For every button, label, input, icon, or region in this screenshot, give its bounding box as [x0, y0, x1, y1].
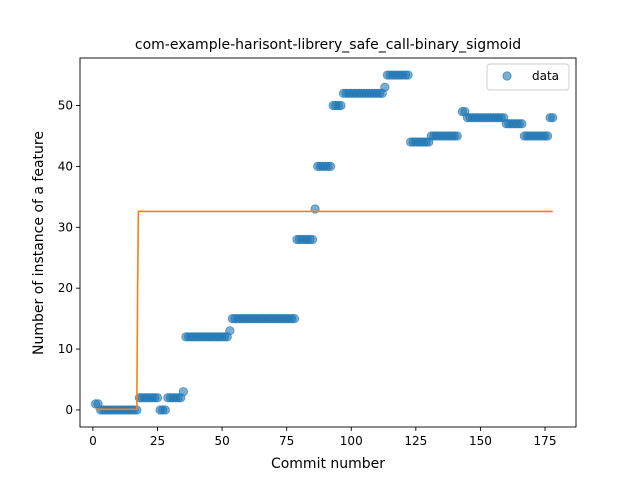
- data-point: [452, 131, 462, 141]
- data-point: [336, 100, 346, 111]
- x-axis-label: Commit number: [271, 456, 385, 472]
- x-tick-label: 50: [214, 434, 229, 448]
- y-tick-label: 20: [58, 281, 73, 295]
- x-axis: 0 25 50 75 100 125 150 175: [89, 427, 556, 448]
- legend: data: [486, 63, 570, 91]
- data-point: [380, 82, 390, 92]
- data-point: [325, 161, 336, 171]
- data-point: [178, 387, 188, 397]
- y-axis-label: Number of instance of a feature: [31, 131, 47, 355]
- data-point: [225, 326, 235, 336]
- x-tick-label: 150: [469, 434, 492, 448]
- data-point: [289, 314, 300, 324]
- y-axis: 0 10 20 30 40 50: [58, 98, 80, 417]
- y-tick-label: 10: [58, 342, 73, 356]
- data-point: [517, 119, 527, 129]
- data-point: [160, 405, 170, 415]
- y-tick-label: 0: [65, 403, 73, 417]
- y-tick-label: 40: [58, 159, 73, 173]
- chart-title: com-example-harisont-librery_safe_call-b…: [135, 37, 521, 53]
- legend-box: [486, 63, 570, 91]
- data-point: [307, 234, 318, 245]
- plot-frame: [79, 57, 577, 428]
- plot-area: [79, 57, 577, 428]
- data-point: [403, 70, 413, 80]
- x-tick-label: 75: [279, 434, 294, 448]
- x-tick-label: 0: [89, 434, 97, 448]
- y-tick-label: 50: [58, 98, 73, 112]
- legend-label: data: [532, 69, 559, 83]
- y-tick-label: 30: [58, 220, 73, 234]
- legend-marker: [502, 71, 512, 81]
- x-tick-label: 175: [534, 434, 557, 448]
- data-point: [152, 393, 163, 403]
- data-point: [542, 131, 553, 141]
- x-tick-label: 100: [340, 434, 363, 448]
- data-point: [548, 113, 558, 123]
- x-tick-label: 125: [404, 434, 427, 448]
- fit-line: [95, 210, 553, 411]
- x-tick-label: 25: [150, 434, 165, 448]
